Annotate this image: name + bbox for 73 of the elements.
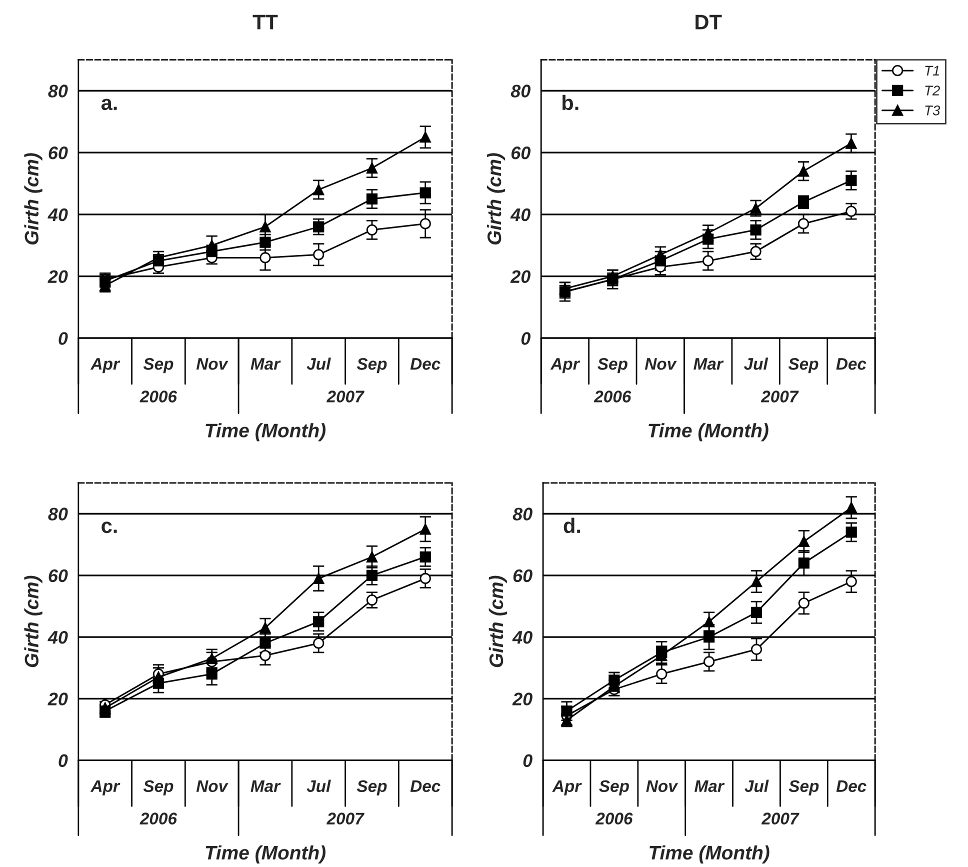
y-tick-label: 0 [58,754,68,768]
y-tick-label: 60 [513,569,532,582]
x-tick-label: Jul [744,780,769,792]
x-axis-title: Time (Month) [206,845,326,864]
annotation: b. [562,94,578,110]
x-tick-label: Mar [250,358,281,370]
y-tick-label: 80 [512,508,532,520]
y-axis-title: Girth (cm) [24,153,42,244]
y-tick-label: 20 [48,270,68,284]
x-tick-label: Jul [744,358,768,370]
x-tick-label: Nov [646,780,678,792]
y-tick-label: 80 [48,508,68,520]
text: 2007 [326,390,364,402]
x-tick-label: Dec [410,780,440,792]
x-tick-label: Nov [644,358,677,370]
x-tick-label: Sep [788,780,819,796]
y-tick-label: 0 [58,332,68,345]
x-tick-label: Jul [306,780,331,792]
y-tick-label: 40 [510,208,531,222]
x-axis-title: Time (Month) [206,423,326,442]
legend-label: T1 [925,66,939,76]
y-tick-label: 60 [48,146,68,160]
x-tick-label: Sep [143,780,174,796]
text: 2006 [140,812,178,824]
x-tick-label: Dec [836,358,866,370]
text: 2007 [326,812,364,824]
x-tick-label: Sep [598,358,628,374]
y-tick-label: 0 [521,332,531,345]
x-tick-label: Nov [196,780,228,792]
y-axis-title: Girth (cm) [486,153,506,244]
x-tick-label: Sep [143,358,174,374]
x-tick-label: Sep [788,358,818,374]
y-tick-label: 60 [48,569,68,582]
chart-title: DT [696,14,722,30]
x-tick-label: Sep [599,780,629,796]
y-tick-label: 0 [523,754,532,768]
text: 2006 [140,390,178,402]
x-tick-label: Apr [90,780,120,796]
y-tick-label: 20 [512,692,532,706]
x-tick-label: Dec [410,358,440,370]
y-axis-title: Girth (cm) [24,576,42,668]
x-tick-label: Apr [90,358,120,374]
y-tick-label: 80 [510,84,531,98]
y-tick-label: 20 [510,270,531,284]
text: 2007 [760,390,799,402]
x-tick-label: Mar [694,780,725,792]
legend-label: T2 [925,86,940,96]
text: 2006 [594,390,632,402]
annotation: d. [564,518,580,534]
x-tick-label: Nov [196,358,228,370]
y-tick-label: 20 [48,692,68,706]
y-tick-label: 60 [511,146,531,160]
x-tick-label: Sep [356,780,387,796]
x-tick-label: Dec [836,780,866,792]
y-tick-label: 40 [512,630,532,644]
y-tick-label: 40 [48,208,68,222]
x-tick-label: Apr [550,358,580,374]
x-tick-label: Mar [694,358,724,370]
y-axis-title: Girth (cm) [488,576,507,668]
x-axis-title: Time (Month) [650,845,770,864]
x-tick-label: Jul [306,358,331,370]
x-tick-label: Sep [356,358,387,374]
annotation: a. [101,98,117,110]
chart-title: TT [252,14,278,30]
x-tick-label: Apr [552,780,582,796]
annotation: c. [102,522,117,534]
text: 2007 [761,812,800,824]
legend-label: T3 [925,106,940,116]
text: 2006 [595,812,633,824]
y-tick-label: 80 [48,84,68,98]
y-tick-label: 40 [48,630,68,644]
x-tick-label: Mar [250,780,281,792]
x-axis-title: Time (Month) [648,423,768,442]
